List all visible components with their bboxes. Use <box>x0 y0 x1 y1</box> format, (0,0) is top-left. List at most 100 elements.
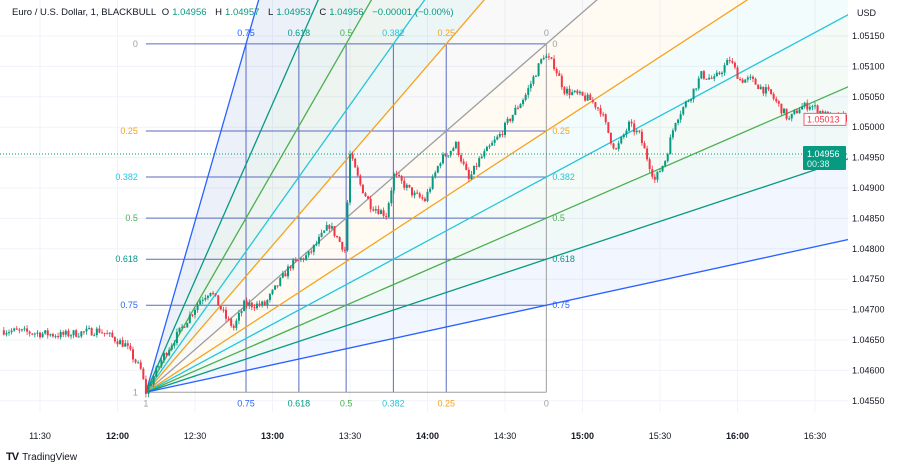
candle-body <box>134 359 137 363</box>
tradingview-logo[interactable]: TV TradingView <box>6 451 77 463</box>
candle-body <box>268 294 271 301</box>
candle-body <box>736 67 739 79</box>
candle-body <box>191 314 194 316</box>
candle-body <box>343 249 346 251</box>
candle-body <box>369 198 372 210</box>
candle-body <box>116 341 119 345</box>
candle-body <box>646 148 649 160</box>
symbol-title[interactable]: Euro / U.S. Dollar, 1, BLACKBULL <box>12 7 157 18</box>
price-tick-label: 1.04900 <box>852 183 885 193</box>
candle-body <box>594 102 597 108</box>
candle-body <box>790 113 793 119</box>
candle-body <box>400 176 403 181</box>
candle-body <box>41 333 44 338</box>
candle-body <box>659 171 661 173</box>
candle-body <box>666 154 669 162</box>
candle-body <box>620 137 623 144</box>
candle-body <box>475 165 478 167</box>
candle-body <box>28 331 31 334</box>
candle-body <box>671 130 674 138</box>
candle-body <box>405 184 408 188</box>
candle-body <box>227 318 230 320</box>
candle-body <box>320 232 323 237</box>
candle-body <box>785 108 788 119</box>
price-tick-label: 1.04750 <box>852 274 885 284</box>
candle-body <box>718 72 721 75</box>
candle-body <box>625 130 628 135</box>
candle-body <box>382 210 385 216</box>
candle-body <box>85 328 88 332</box>
fan-level-label-right: 0.25 <box>552 126 570 136</box>
candle-body <box>656 171 659 180</box>
fan-level-label-left: 1 <box>133 387 138 397</box>
open-value: 1.04956 <box>172 7 207 18</box>
candle-body <box>635 130 638 133</box>
candle-body <box>547 56 550 58</box>
candle-body <box>452 148 455 151</box>
time-tick-label: 14:00 <box>416 431 439 441</box>
candle-body <box>584 95 587 101</box>
candle-body <box>532 76 535 84</box>
candle-body <box>106 333 109 335</box>
candle-body <box>697 78 700 89</box>
candle-body <box>586 94 589 101</box>
candle-body <box>13 328 16 331</box>
candle-body <box>609 132 612 144</box>
candle-body <box>744 79 747 83</box>
candle-body <box>682 106 685 115</box>
candle-body <box>103 332 106 334</box>
candle-body <box>349 154 351 203</box>
fan-level-label-top: 0.25 <box>437 28 455 38</box>
candle-body <box>542 57 545 60</box>
candle-body <box>183 326 186 328</box>
candle-body <box>470 174 473 180</box>
candle-body <box>31 333 34 335</box>
candle-body <box>449 150 452 156</box>
candle-body <box>485 146 488 152</box>
candle-body <box>604 114 607 123</box>
candle-body <box>26 328 29 332</box>
candle-body <box>168 349 171 356</box>
candle-body <box>132 349 134 360</box>
fan-ray-0.75 <box>145 0 260 393</box>
candle-body <box>98 328 101 333</box>
price-tick-label: 1.04650 <box>852 335 885 345</box>
candle-body <box>690 99 692 101</box>
fan-level-label-top: 0.75 <box>237 28 255 38</box>
fan-ray-0.382 <box>145 0 426 393</box>
candle-body <box>51 334 54 337</box>
price-tick-label: 1.05050 <box>852 92 885 102</box>
candle-body <box>95 328 98 336</box>
price-tick-label: 1.04850 <box>852 213 885 223</box>
fan-level-label-top: 0.382 <box>382 28 405 38</box>
candle-body <box>622 134 625 138</box>
price-axis <box>848 0 900 469</box>
candle-body <box>504 122 506 136</box>
candle-body <box>648 159 651 170</box>
candle-body <box>237 313 240 321</box>
candle-body <box>522 99 525 105</box>
fan-ray-0.5 <box>145 63 900 393</box>
candle-body <box>20 329 23 331</box>
candle-body <box>483 151 486 157</box>
candle-body <box>230 318 233 326</box>
candle-body <box>708 77 711 80</box>
candle-body <box>225 309 227 319</box>
candle-body <box>710 77 713 79</box>
price-tick-label: 1.04950 <box>852 153 885 163</box>
low-value: 1.04953 <box>276 7 311 18</box>
candle-body <box>816 105 819 114</box>
candle-body <box>232 325 235 328</box>
fan-level-label-bottom: 0.75 <box>237 398 255 408</box>
candle-body <box>307 251 310 256</box>
candle-body <box>219 305 222 310</box>
candle-body <box>137 362 140 364</box>
candle-body <box>258 303 261 306</box>
fan-level-label-bottom: 0 <box>544 398 549 408</box>
candle-body <box>801 106 804 110</box>
candle-body <box>573 90 576 93</box>
candle-body <box>436 166 439 173</box>
candle-body <box>780 103 783 114</box>
candle-body <box>173 343 176 346</box>
